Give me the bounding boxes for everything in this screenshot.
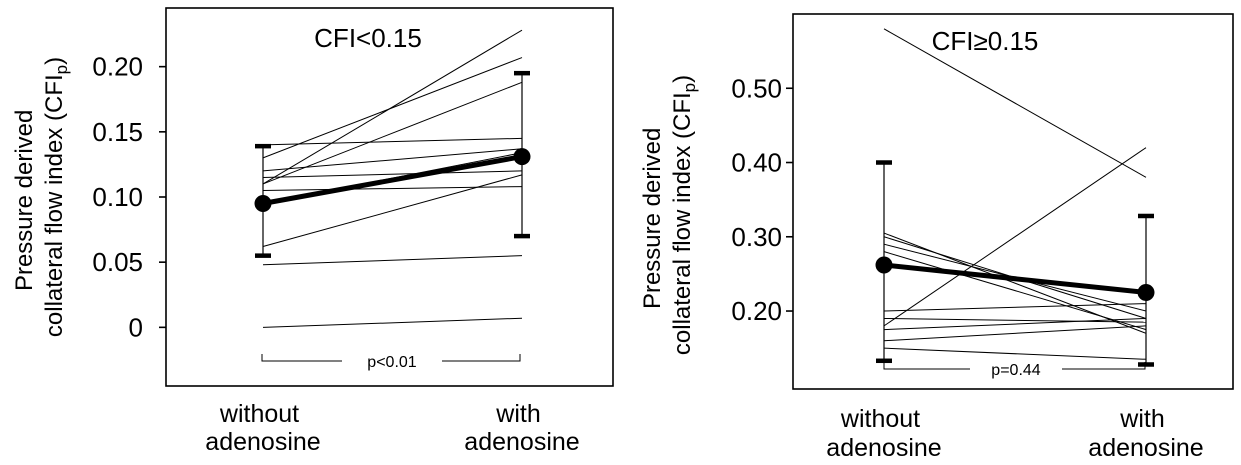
category-line: adenosine [826,434,941,462]
category-line: adenosine [464,428,579,456]
individual-line [262,57,523,159]
y-axis-label-line2: collateral flow index (CFI [669,92,696,355]
y-tick-label: 0.15 [92,117,143,147]
individual-line [262,186,523,191]
y-axis: 0.20 0.30 0.40 0.50 [731,73,793,326]
plot-frame [792,13,1234,390]
individual-line [883,303,1147,312]
individual-line [883,317,1147,331]
category-line: with [495,400,540,428]
y-axis-label-close: ) [41,57,68,65]
chart-right: 0.20 0.30 0.40 0.50 CFI≥0.15 p=0.44 Pressur… [639,13,1234,462]
individual-line [883,347,1147,360]
individual-line [262,137,523,146]
y-tick-label: 0 [129,312,143,342]
y-axis-label: Pressure derived collateral flow index (… [639,75,699,355]
p-bracket [883,362,1146,370]
y-axis-label-line1: Pressure derived [639,128,666,309]
x-category-labels: without adenosine with adenosine [205,400,579,456]
y-axis: 0 0.05 0.10 0.15 0.20 [92,52,166,342]
y-axis-label-subscript: p [52,65,71,74]
y-tick-label: 0.40 [731,148,782,178]
chart-title: CFI≥0.15 [932,26,1039,56]
chart-title: CFI<0.15 [314,23,422,53]
category-line: without [219,400,299,428]
mean-line [883,262,1147,295]
x-category-label-with: with adenosine [1088,405,1203,462]
y-axis-label-close: ) [669,75,696,83]
x-category-label-with: with adenosine [464,400,579,456]
x-category-label-without: without adenosine [826,405,941,462]
p-value-label: p=0.44 [991,362,1040,379]
y-axis-label-subscript: p [680,83,699,92]
category-line: without [840,405,920,433]
individual-line [262,81,523,185]
y-tick-label: 0.10 [92,182,143,212]
y-tick-label: 0.20 [731,296,782,326]
y-tick-label: 0.50 [731,73,782,103]
y-tick-label: 0.30 [731,222,782,252]
mean-point [254,195,272,213]
category-line: adenosine [205,428,320,456]
individual-line [883,325,1147,342]
p-value-label: p<0.01 [367,354,416,371]
mean-point [513,148,531,166]
individual-line [883,28,1147,178]
y-axis-label: Pressure derived collateral flow index (… [11,57,71,337]
y-axis-label-line1: Pressure derived [11,110,38,291]
p-bracket [261,354,521,362]
individual-line [883,317,1147,323]
x-category-labels: without adenosine with adenosine [826,405,1203,462]
category-line: with [1119,405,1164,433]
chart-left: 0 0.05 0.10 0.15 0.20 CFI<0.15 p<0.01 Pressu… [11,7,614,456]
individual-line [262,317,523,328]
x-category-label-without: without adenosine [205,400,320,456]
mean-point [875,256,893,274]
individual-line [883,147,1147,327]
y-tick-label: 0.20 [92,52,143,82]
series-layer [875,28,1155,367]
plot-frame [165,7,614,387]
individual-line [883,251,1147,331]
individual-line [262,29,523,185]
category-line: adenosine [1088,434,1203,462]
individual-line [262,255,523,266]
individual-line [262,170,523,178]
series-layer [254,29,531,328]
p-annotation: p=0.44 [883,362,1146,379]
y-tick-label: 0.05 [92,247,143,277]
y-axis-label-line2: collateral flow index (CFI [41,74,68,337]
mean-point [1137,283,1155,301]
individual-line [262,174,523,248]
mean-line [262,154,523,206]
individual-line [262,148,523,172]
p-annotation: p<0.01 [261,354,521,371]
